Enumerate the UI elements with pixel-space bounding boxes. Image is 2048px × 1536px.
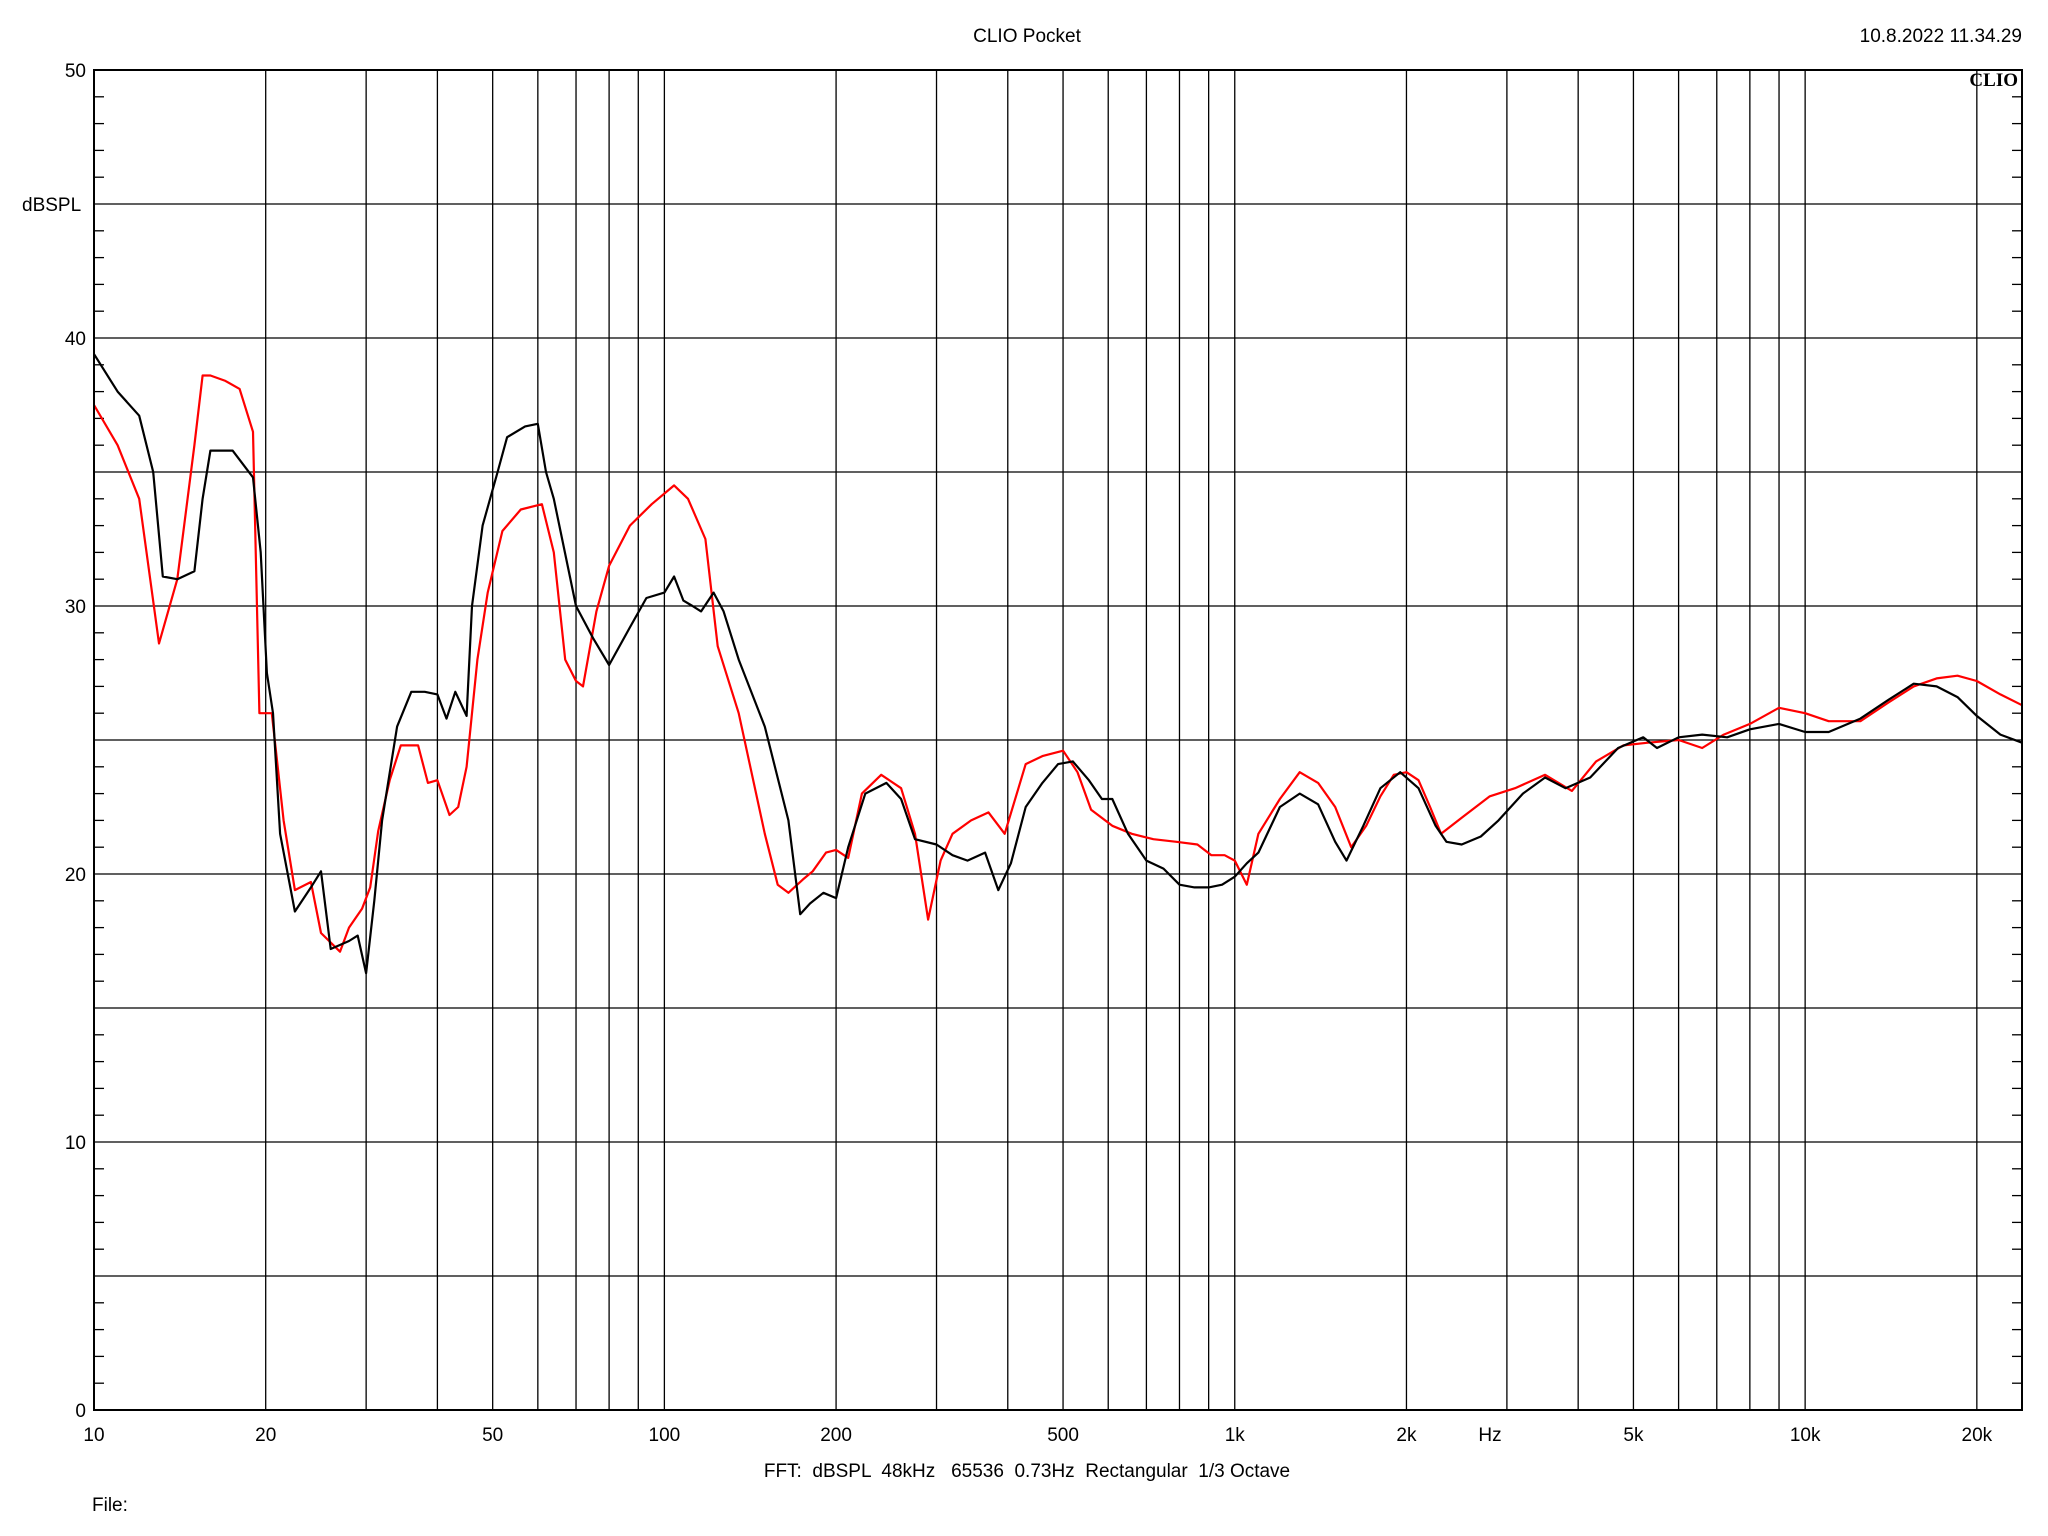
y-tick-label: 10 [65,1133,86,1154]
y-axis-label: dBSPL [22,195,81,216]
x-tick-label: 2k [1396,1425,1417,1446]
y-tick-label: 20 [65,865,86,886]
x-tick-label: 5k [1623,1425,1644,1446]
timestamp-label: 10.8.2022 11.34.29 [1860,26,2022,47]
x-tick-label: 20 [255,1425,276,1446]
x-tick-label: 20k [1962,1425,1993,1446]
x-tick-label: 10k [1790,1425,1821,1446]
chart-title: CLIO Pocket [973,26,1081,47]
x-axis-label: Hz [1478,1425,1501,1446]
black-response-trace [93,353,2023,975]
y-tick-label: 40 [65,329,86,350]
plot-frame [93,69,2023,1411]
x-tick-label: 1k [1225,1425,1246,1446]
chart-traces [93,353,2023,975]
y-tick-label: 50 [65,61,86,82]
fft-settings-label: FFT: dBSPL 48kHz 65536 0.73Hz Rectangula… [764,1461,1290,1482]
x-tick-label: 200 [820,1425,852,1446]
chart-grid [94,70,2022,1410]
x-tick-label: 50 [482,1425,503,1446]
x-tick-labels: 10 20 50 100 200 500 1k 2k 5k 10k 20k [83,1425,1992,1446]
x-tick-label: 10 [83,1425,104,1446]
red-response-trace [93,374,2023,953]
y-tick-label: 30 [65,597,86,618]
y-tick-label: 0 [75,1401,86,1422]
y-tick-labels: 0 10 20 30 40 50 [65,61,86,1422]
file-label: File: [92,1495,128,1516]
clio-brand-logo: CLIO [1969,70,2018,91]
x-tick-label: 500 [1047,1425,1079,1446]
x-tick-label: 100 [649,1425,681,1446]
